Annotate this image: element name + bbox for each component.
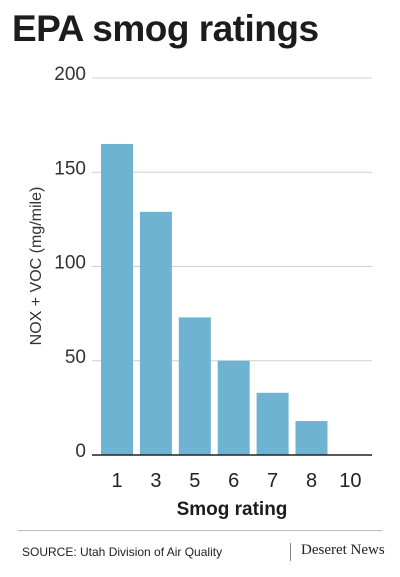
y-tick-label: 150 <box>54 158 86 179</box>
x-tick-label: 3 <box>150 470 161 492</box>
gridlines <box>92 77 372 362</box>
x-tick-label: 1 <box>111 470 122 492</box>
x-tick-label: 5 <box>189 470 200 492</box>
footer-separator <box>290 543 291 561</box>
y-tick-label: 100 <box>54 253 86 274</box>
x-tick-label: 7 <box>267 470 278 492</box>
publisher-logo: Deseret News <box>301 542 385 558</box>
bar <box>256 392 289 455</box>
x-tick-label: 10 <box>339 470 361 492</box>
bar <box>295 421 328 455</box>
y-tick-label: 200 <box>54 64 86 85</box>
y-axis-label: NOX + VOC (mg/mile) <box>28 187 45 346</box>
x-tick-label: 6 <box>228 470 239 492</box>
chart-title: EPA smog ratings <box>12 8 319 49</box>
source-note: SOURCE: Utah Division of Air Quality <box>22 545 223 559</box>
footer-divider <box>18 530 382 531</box>
bar <box>217 360 250 455</box>
x-tick-label: 8 <box>306 470 317 492</box>
bar-chart: 0 50 100 150 200 1 3 5 6 7 8 10 NOX + VOC (mg/mile… <box>28 64 372 520</box>
bar <box>139 211 172 455</box>
bars <box>101 143 328 455</box>
x-axis-label: Smog rating <box>177 499 288 520</box>
y-tick-labels: 0 50 100 150 200 <box>54 64 86 462</box>
y-tick-label: 0 <box>75 441 86 462</box>
x-tick-labels: 1 3 5 6 7 8 10 <box>111 470 361 492</box>
bar <box>178 317 211 455</box>
bar <box>101 143 133 455</box>
y-tick-label: 50 <box>65 347 86 368</box>
